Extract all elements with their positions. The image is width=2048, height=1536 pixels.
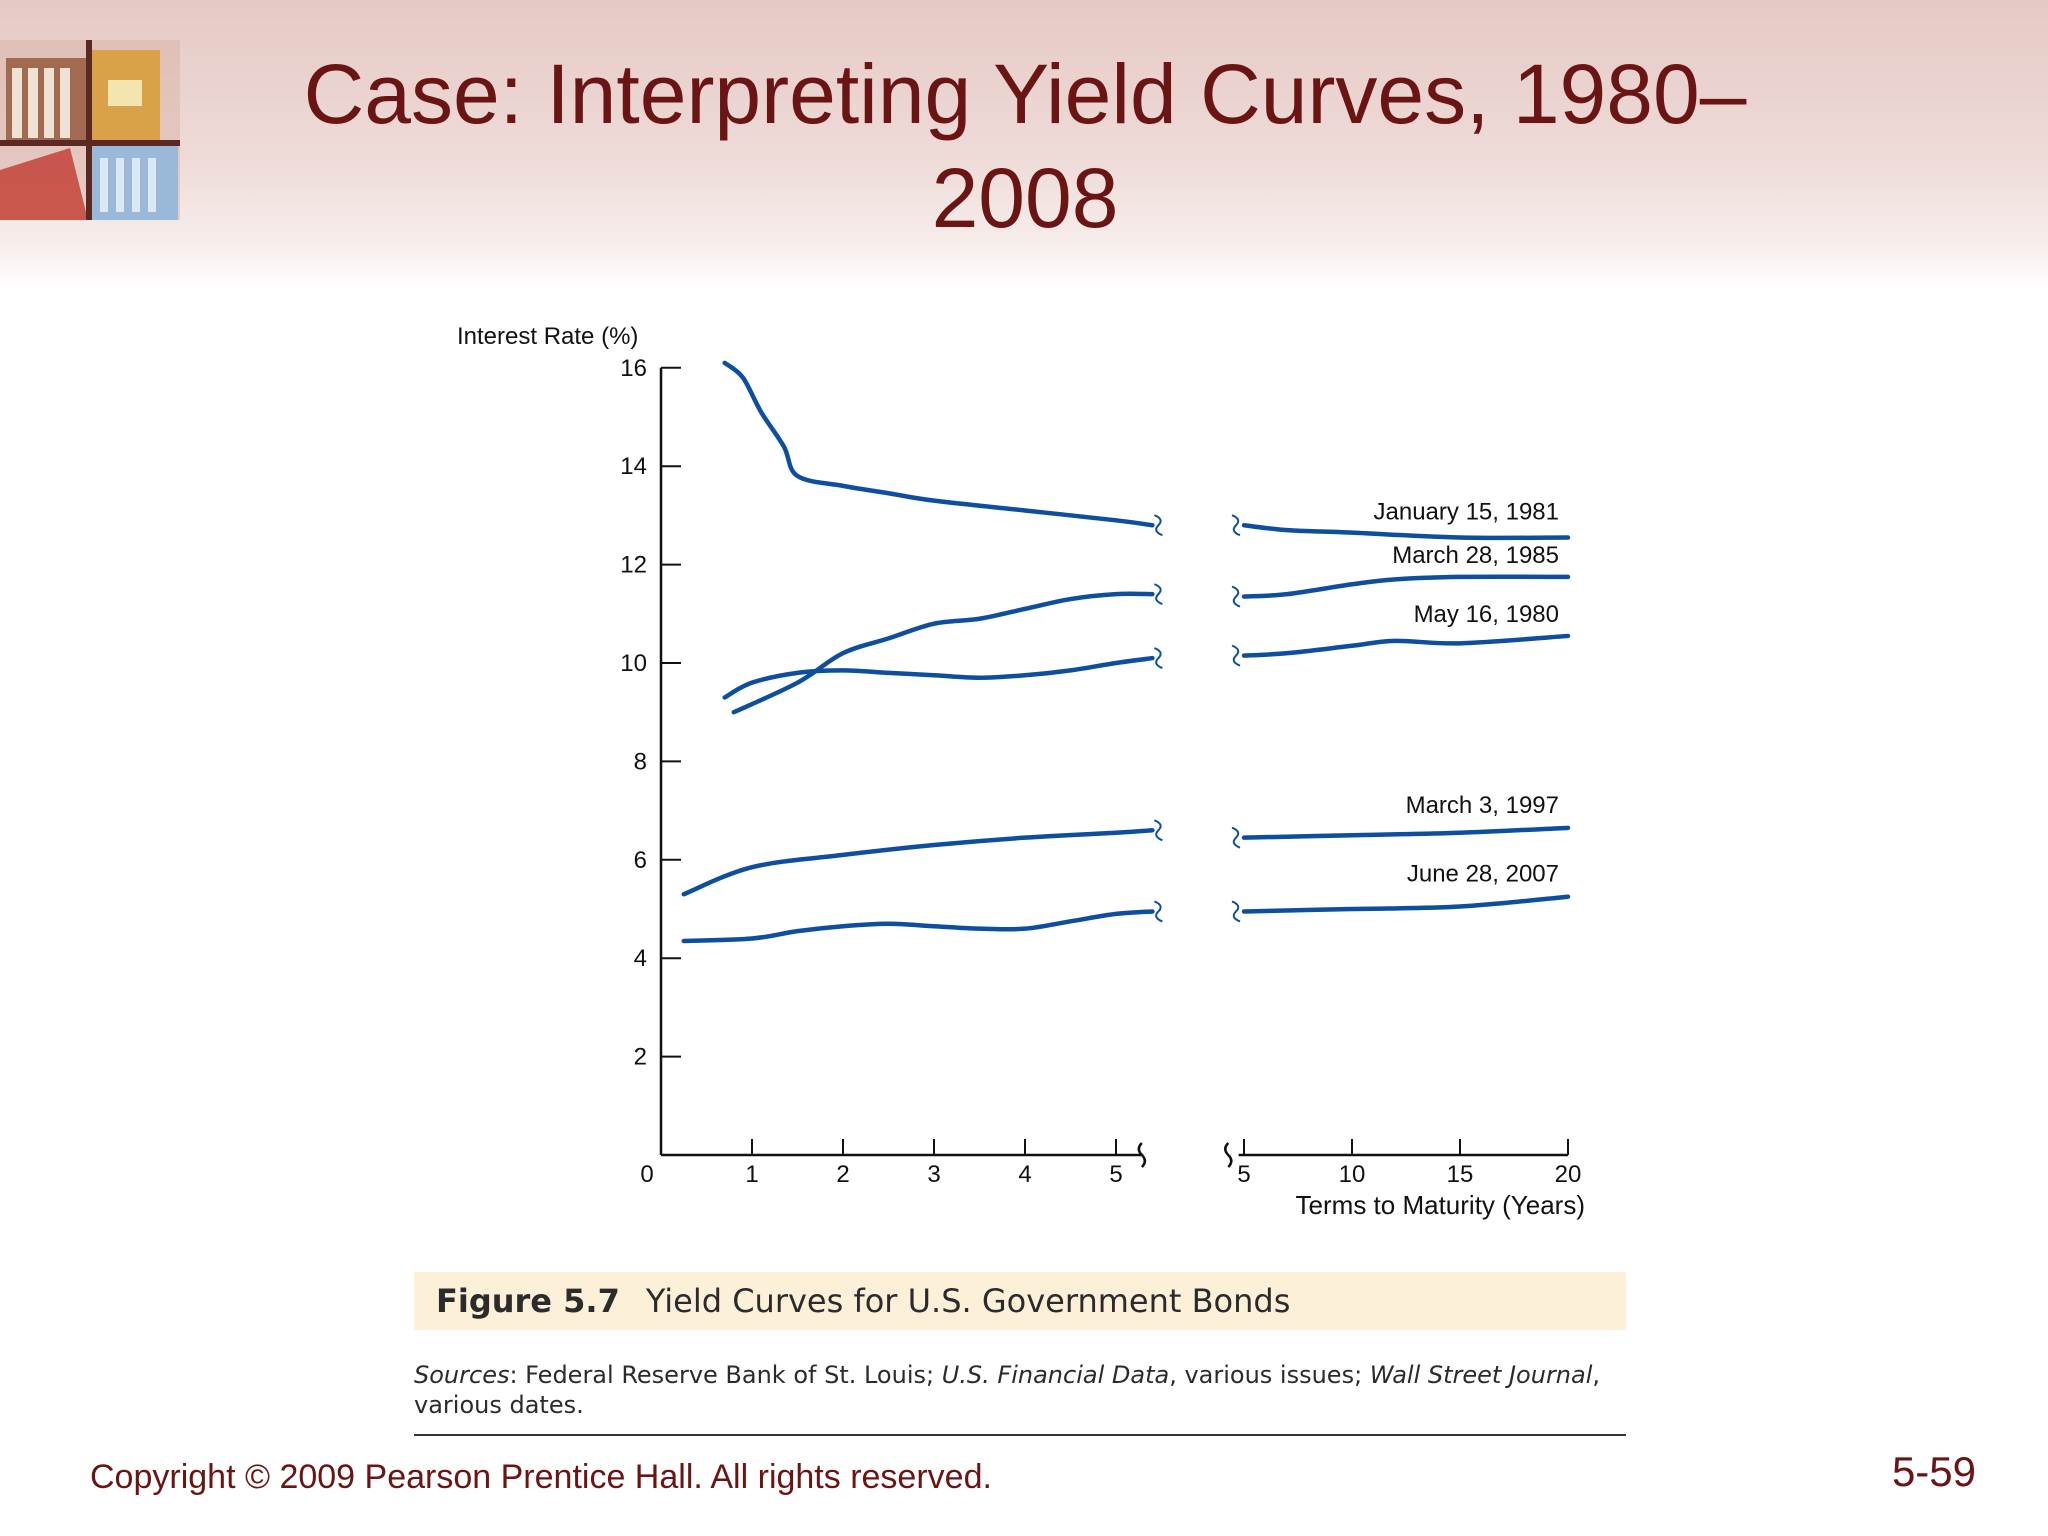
y-tick-label: 14 (620, 453, 647, 480)
series-label: May 16, 1980 (1414, 601, 1559, 628)
y-tick-label: 2 (634, 1044, 647, 1071)
curve-break-mark (1154, 583, 1163, 606)
curve-short-term (681, 909, 1155, 944)
curve-break-mark (1231, 585, 1241, 608)
figure-divider (414, 1434, 1626, 1436)
x-tick-label: 4 (1018, 1161, 1031, 1188)
y-tick-label: 12 (620, 552, 647, 579)
x-tick-label: 20 (1555, 1161, 1582, 1188)
figure-caption-band (414, 1272, 1626, 1330)
curve-break-mark (1154, 900, 1163, 923)
curve-break-mark (1231, 644, 1241, 667)
figure-title: Yield Curves for U.S. Government Bonds (645, 1282, 1291, 1320)
curve-break-mark (1231, 514, 1241, 537)
series-label: March 28, 1985 (1392, 542, 1559, 569)
x-axis-break-right (1224, 1142, 1233, 1168)
sources-text-3: , various dates. (414, 1361, 1601, 1419)
curve-short-term (731, 591, 1155, 715)
curve-long-term (1241, 574, 1571, 599)
series-label: June 28, 2007 (1407, 861, 1559, 888)
chart-series-labels: January 15, 1981 March 28, 1985 May 16, 19… (1374, 499, 1559, 888)
x-tick-label: 1 (745, 1161, 758, 1188)
x-tick-label: 2 (836, 1161, 849, 1188)
curve-short-term (681, 828, 1155, 897)
x-tick-label: 3 (927, 1161, 940, 1188)
slide-title: Case: Interpreting Yield Curves, 1980– 2… (180, 42, 1870, 250)
sources-text-2: , various issues; (1169, 1361, 1370, 1389)
curve-break-mark (1231, 900, 1241, 923)
figure-sources: Sources: Federal Reserve Bank of St. Lou… (414, 1360, 1644, 1420)
curve-long-term (1241, 633, 1571, 658)
curve-break-mark (1154, 514, 1163, 537)
curve-long-term (1241, 522, 1571, 541)
curve-long-term (1241, 825, 1571, 840)
title-line-2: 2008 (931, 151, 1119, 245)
finance-buildings-logo (0, 40, 180, 220)
y-tick-label: 10 (620, 650, 647, 677)
copyright-notice: Copyright © 2009 Pearson Prentice Hall. … (90, 1458, 992, 1496)
sources-label: Sources (414, 1361, 510, 1389)
slide-number: 5-59 (1891, 1448, 1976, 1495)
x-axis-break-left (1137, 1142, 1147, 1168)
curve-long-term (1241, 894, 1571, 914)
curve-short-term (722, 360, 1155, 528)
x-tick-label: 10 (1339, 1161, 1366, 1188)
y-tick-label: 16 (620, 355, 647, 382)
curve-break-mark (1154, 819, 1163, 842)
sources-italic-2: Wall Street Journal (1369, 1361, 1593, 1389)
x-tick-label: 15 (1447, 1161, 1474, 1188)
sources-italic-1: U.S. Financial Data (941, 1361, 1170, 1389)
curve-short-term (722, 655, 1155, 700)
figure-caption: Figure 5.7 Yield Curves for U.S. Governme… (436, 1282, 1290, 1320)
y-tick-label: 6 (634, 847, 647, 874)
x-tick-label: 5 (1237, 1161, 1250, 1188)
y-axis-label: Interest Rate (%) (457, 323, 638, 350)
series-label: March 3, 1997 (1406, 792, 1559, 819)
origin-label: 0 (640, 1161, 653, 1188)
y-tick-label: 8 (634, 748, 647, 775)
title-line-1: Case: Interpreting Yield Curves, 1980– (303, 47, 1747, 141)
x-axis-label: Terms to Maturity (Years) (1296, 1190, 1585, 1220)
series-label: January 15, 1981 (1374, 499, 1559, 526)
slide-header (0, 0, 2048, 290)
chart-curves (681, 360, 1571, 944)
curve-break-mark (1154, 647, 1163, 670)
y-tick-label: 4 (634, 945, 647, 972)
figure-label: Figure 5.7 (436, 1282, 620, 1320)
x-tick-label: 5 (1109, 1161, 1122, 1188)
sources-text-1: : Federal Reserve Bank of St. Louis; (509, 1361, 942, 1389)
curve-break-mark (1231, 826, 1241, 849)
